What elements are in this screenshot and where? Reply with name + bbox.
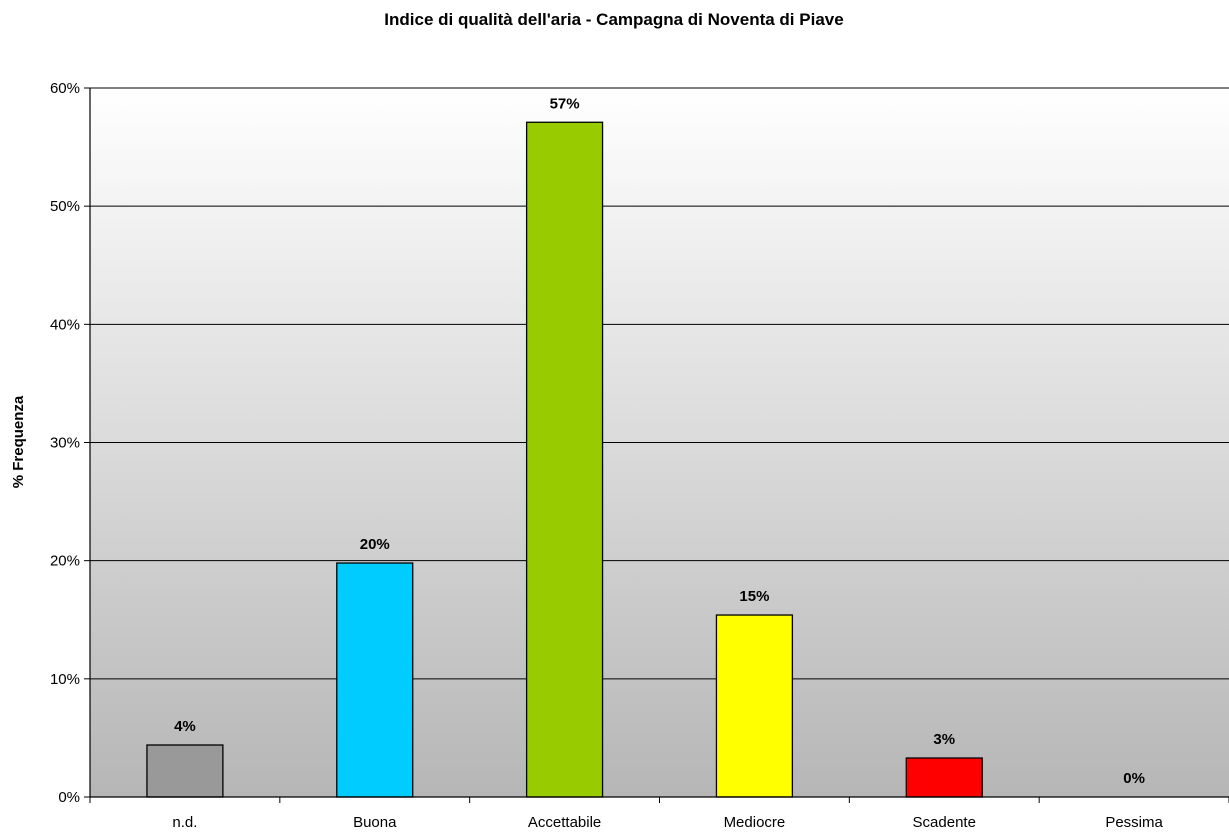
x-tick-label: n.d.: [172, 814, 197, 831]
data-label: 15%: [739, 588, 769, 605]
bar-mediocre: [715, 614, 794, 798]
y-axis-label: % Frequenza: [10, 395, 27, 488]
x-tick-label: Accettabile: [528, 814, 601, 831]
y-tick-label: 10%: [50, 671, 80, 688]
data-label: 20%: [360, 536, 390, 553]
y-tick-label: 50%: [50, 198, 80, 215]
bar-n-d: [146, 744, 224, 798]
chart-title: Indice di qualità dell'aria - Campagna d…: [384, 10, 843, 29]
bar-buona: [336, 562, 414, 798]
bar-accettabile: [525, 121, 604, 798]
y-tick-label: 60%: [50, 80, 80, 97]
data-label: 3%: [933, 731, 955, 748]
bars: [146, 121, 983, 798]
x-tick-label: Scadente: [913, 814, 976, 831]
axes: [84, 87, 1229, 803]
gridlines: [90, 87, 1229, 680]
bar-scadente: [905, 757, 983, 798]
data-label: 0%: [1123, 770, 1145, 787]
y-tick-label: 40%: [50, 316, 80, 333]
y-tick-label: 0%: [58, 789, 80, 806]
x-tick-label: Pessima: [1105, 814, 1163, 831]
labels: 0% 10% 20% 30% 40% 50% 60% 4% n.d. 20% Buona 57% Acc…: [50, 80, 1164, 831]
data-label: 57%: [550, 95, 580, 112]
x-tick-label: Mediocre: [724, 814, 786, 831]
x-tick-label: Buona: [353, 814, 397, 831]
y-tick-label: 30%: [50, 435, 80, 452]
data-label: 4%: [174, 718, 196, 735]
y-tick-label: 20%: [50, 553, 80, 570]
